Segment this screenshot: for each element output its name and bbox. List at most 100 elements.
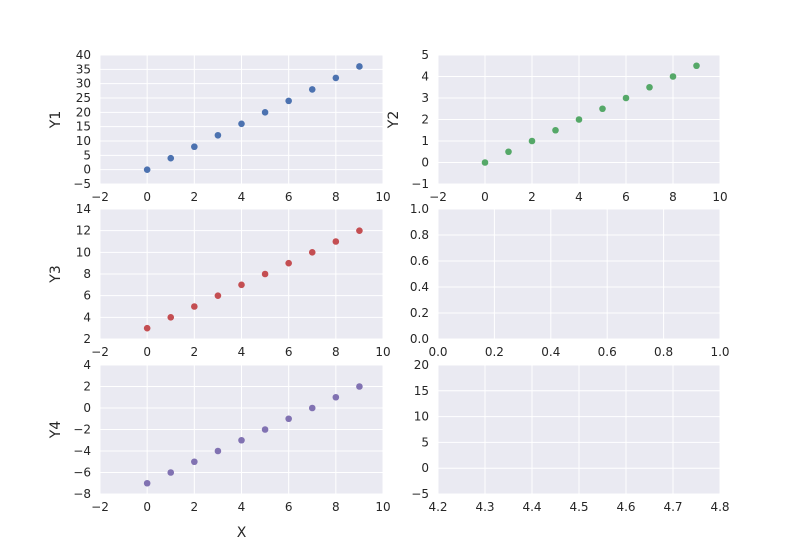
y-tick-label: 3 [421,91,429,105]
axes-background [438,209,720,339]
x-tick-label: 0 [143,190,151,204]
y-tick-label: 25 [76,91,91,105]
y-tick-label: 35 [76,62,91,76]
data-point [356,383,363,390]
data-point [167,469,175,476]
y-tick-label: 4 [421,70,429,84]
x-tick-label: 4.5 [569,500,588,514]
y-tick-label: 12 [76,224,91,238]
data-point [481,159,489,166]
x-tick-label: 0 [143,500,151,514]
x-tick-label: 2 [191,190,199,204]
x-tick-label: 8 [332,190,340,204]
y-tick-label: 4 [83,310,91,324]
y-tick-label: −2 [73,423,91,437]
x-tick-label: 4 [238,345,246,359]
subplot-4: 0.0 0.2 0.4 0.6 0.8 1.0 0.0 0.2 0.4 0.6 0.8 1.0 [410,202,730,359]
x-tick-label: 8 [669,190,677,204]
x-tick-label: −2 [91,500,109,514]
y-tick-label: 10 [414,410,429,424]
x-axis-label: X [237,525,247,541]
data-point [622,94,630,102]
data-point [599,105,606,113]
y-tick-label: 0.8 [410,228,429,242]
x-tick-label: −2 [91,190,109,204]
y-tick-label: 2 [83,332,91,346]
x-tick-label: 4.6 [616,500,635,514]
subplot-2: −2 0 2 4 6 8 10 −1 0 1 2 3 4 5 Y2 [386,48,728,204]
x-tick-label: 0 [143,345,151,359]
data-point [261,109,269,116]
x-tick-label: 8 [332,500,340,514]
y-tick-label: 2 [421,113,429,127]
data-point [552,126,559,134]
x-tick-label: 6 [622,190,630,204]
data-point [575,116,583,123]
x-tick-label: 10 [375,500,390,514]
x-tick-label: 4 [238,500,246,514]
x-tick-label: 4.4 [522,500,541,514]
data-point [167,154,175,162]
x-tick-label: 4.2 [428,500,447,514]
data-point [143,166,151,173]
data-point [238,281,245,289]
x-tick-label: 4.3 [475,500,494,514]
data-point [308,404,316,412]
y-tick-label: 1 [421,134,429,148]
x-tick-label: 0.4 [541,345,560,359]
y-axis-label: Y4 [48,421,64,440]
y-tick-label: 5 [421,48,429,62]
y-tick-label: 0.4 [410,280,429,294]
data-point [646,83,653,91]
x-tick-label: 10 [375,190,390,204]
x-tick-label: 1.0 [710,345,729,359]
x-tick-label: 4 [238,190,246,204]
x-tick-label: 6 [285,345,293,359]
y-tick-label: −4 [73,444,91,458]
x-tick-label: 0.0 [428,345,447,359]
y-tick-label: 5 [421,435,429,449]
y-tick-label: 4 [83,358,91,372]
x-tick-label: 4.8 [710,500,729,514]
y-axis-label: Y3 [48,265,64,283]
data-point [261,270,269,278]
data-point [285,97,292,105]
y-tick-label: 2 [83,380,91,394]
data-point [332,393,340,401]
y-tick-label: 1.0 [410,202,429,216]
y-tick-label: 15 [414,384,429,398]
subplot-5: −2 0 2 4 6 8 10 −8 −6 −4 −2 0 2 4 Y4 X [48,358,391,541]
x-tick-label: 2 [191,345,199,359]
x-tick-label: 0.8 [654,345,673,359]
y-axis-label: Y2 [386,111,402,129]
y-tick-label: 0.2 [410,306,429,320]
data-point [214,131,222,139]
y-tick-label: 0 [83,163,91,177]
data-point [238,120,245,128]
data-point [308,249,316,256]
data-point [238,436,245,444]
x-tick-label: 4 [575,190,583,204]
y-tick-label: −6 [73,466,91,480]
data-point [505,148,512,156]
y-tick-label: 0 [421,156,429,170]
y-tick-label: 0 [421,461,429,475]
x-tick-label: 6 [285,500,293,514]
y-tick-label: 6 [83,289,91,303]
data-point [285,415,292,423]
data-point [214,292,222,299]
data-point [191,303,198,310]
y-tick-label: 0.0 [410,332,429,346]
data-point [528,137,536,145]
subplot-6: 4.2 4.3 4.4 4.5 4.6 4.7 4.8 −5 0 5 10 15 20 [411,358,729,514]
x-tick-label: 0.6 [598,345,617,359]
y-tick-label: 8 [83,267,91,281]
x-tick-label: 10 [375,345,390,359]
data-point [143,479,151,487]
data-point [332,74,340,82]
y-tick-label: 30 [76,77,91,91]
x-tick-label: −2 [429,190,447,204]
y-tick-label: 40 [76,48,91,62]
data-point [214,447,222,455]
